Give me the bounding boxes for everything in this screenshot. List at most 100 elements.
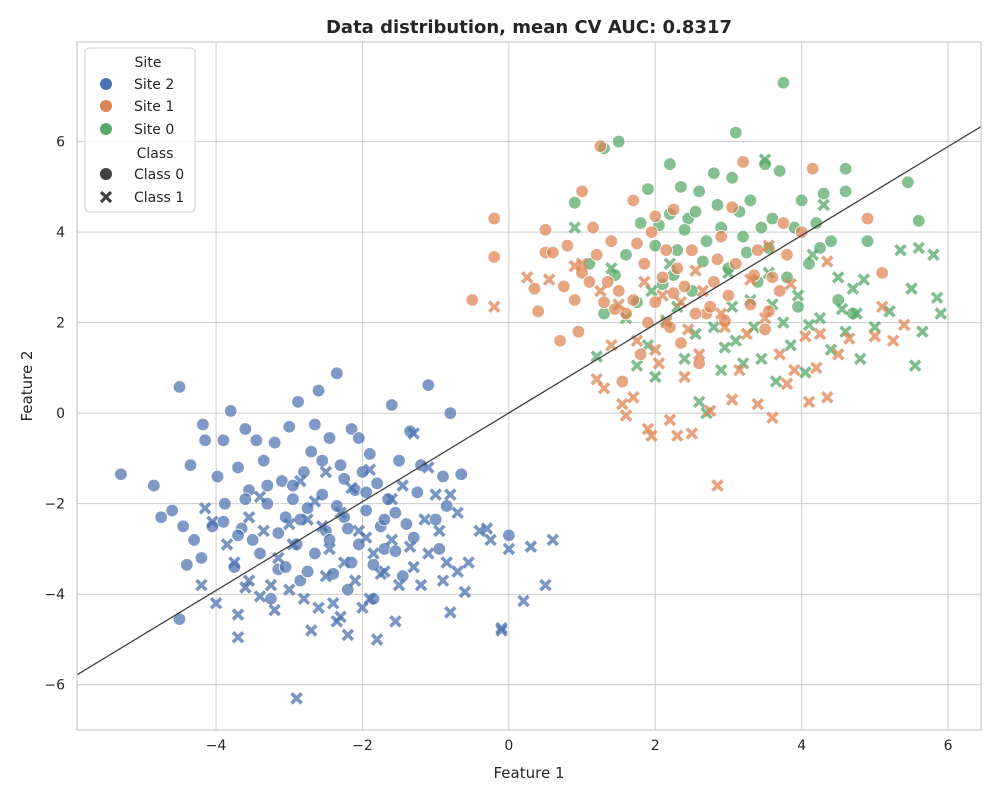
legend-class-0-marker — [100, 168, 112, 180]
point-site-1-class-1 — [714, 307, 728, 320]
point-site-0-class-1 — [707, 320, 721, 334]
point-site-0-class-0 — [901, 175, 915, 190]
point-site-1-class-1 — [619, 409, 633, 422]
point-site-2-class-0 — [231, 460, 245, 475]
point-site-1-class-1 — [744, 273, 757, 286]
point-site-1-class-1 — [773, 348, 786, 361]
point-site-2-class-0 — [315, 453, 329, 468]
point-site-2-class-0 — [436, 469, 450, 484]
point-site-2-class-0 — [260, 478, 275, 493]
point-site-0-class-1 — [755, 352, 768, 366]
point-site-1-class-0 — [762, 304, 776, 319]
point-site-1-class-0 — [527, 281, 542, 296]
point-site-2-class-1 — [444, 606, 457, 619]
point-site-2-class-0 — [385, 398, 399, 412]
y-tick-label: 4 — [56, 225, 65, 241]
point-site-2-class-1 — [326, 596, 340, 610]
point-site-1-class-0 — [674, 336, 688, 350]
legend-class-1-marker — [99, 190, 113, 204]
point-site-0-class-1 — [630, 359, 644, 372]
point-site-1-class-0 — [729, 257, 743, 271]
point-site-2-class-1 — [403, 540, 417, 553]
point-site-1-class-1 — [740, 327, 754, 341]
point-site-2-class-0 — [439, 499, 454, 513]
y-tick-label: 0 — [56, 406, 65, 422]
point-site-0-class-0 — [729, 125, 743, 140]
point-site-1-class-0 — [611, 284, 626, 298]
point-site-1-class-1 — [645, 429, 658, 443]
point-site-1-class-0 — [553, 334, 567, 348]
point-site-1-class-0 — [465, 293, 479, 307]
point-site-2-class-1 — [257, 524, 270, 538]
point-site-2-class-1 — [348, 574, 362, 587]
point-site-0-class-1 — [722, 266, 735, 280]
point-site-2-class-0 — [366, 558, 381, 572]
point-site-0-class-1 — [784, 338, 797, 352]
point-site-1-class-1 — [821, 391, 834, 404]
point-site-2-class-1 — [253, 490, 267, 504]
point-site-2-class-1 — [264, 578, 278, 592]
point-site-0-class-1 — [817, 198, 830, 212]
point-site-2-class-0 — [194, 551, 209, 565]
point-site-1-class-0 — [575, 184, 589, 199]
point-site-1-class-0 — [776, 216, 791, 230]
legend: Site Site 2 Site 1 Site 0 Class Class 0 … — [84, 47, 196, 213]
point-site-2-class-0 — [293, 573, 307, 588]
point-site-1-class-0 — [666, 202, 681, 217]
point-site-1-class-1 — [897, 318, 911, 332]
point-site-2-class-1 — [389, 615, 402, 628]
point-site-2-class-0 — [267, 435, 282, 450]
point-site-2-class-1 — [385, 533, 399, 547]
point-site-0-class-1 — [905, 282, 918, 295]
point-site-2-class-0 — [421, 378, 436, 392]
point-site-0-class-0 — [780, 270, 794, 285]
point-site-1-class-1 — [542, 273, 556, 286]
point-site-0-class-1 — [678, 352, 691, 366]
x-tick-label: 4 — [797, 738, 806, 754]
point-site-0-class-1 — [736, 357, 750, 370]
point-site-1-class-0 — [765, 270, 780, 285]
point-site-1-class-1 — [520, 271, 534, 284]
point-site-2-class-0 — [176, 519, 190, 534]
point-site-2-class-0 — [286, 478, 300, 493]
point-site-1-class-0 — [659, 243, 673, 257]
point-site-2-class-1 — [385, 492, 399, 506]
point-site-2-class-1 — [433, 524, 446, 538]
point-site-2-class-1 — [407, 560, 420, 574]
point-site-1-class-1 — [868, 329, 882, 343]
point-site-0-class-0 — [816, 186, 831, 201]
point-site-0-class-1 — [850, 307, 863, 320]
point-site-1-class-1 — [656, 289, 669, 302]
point-site-2-class-0 — [249, 433, 264, 448]
point-site-2-class-0 — [337, 472, 351, 486]
point-site-1-class-1 — [711, 479, 724, 492]
point-site-1-class-1 — [821, 255, 834, 268]
point-site-2-class-0 — [154, 510, 168, 524]
decision-boundary-line — [77, 126, 981, 676]
point-site-2-class-0 — [363, 447, 377, 461]
point-site-0-class-0 — [794, 193, 809, 208]
point-site-1-class-0 — [531, 304, 545, 319]
point-site-1-class-1 — [627, 391, 640, 404]
point-site-0-class-0 — [696, 254, 710, 269]
point-site-0-class-1 — [714, 363, 728, 377]
x-tick-label: 0 — [504, 738, 513, 754]
point-site-2-class-1 — [495, 621, 508, 635]
point-site-2-class-1 — [268, 603, 281, 617]
point-site-2-class-1 — [539, 578, 552, 592]
y-tick-label: 6 — [56, 135, 65, 151]
point-site-2-class-1 — [312, 601, 325, 615]
point-site-1-class-0 — [538, 223, 553, 237]
point-site-0-class-1 — [777, 316, 790, 329]
point-site-1-class-0 — [692, 356, 706, 371]
point-site-1-class-0 — [703, 300, 717, 314]
point-site-1-class-0 — [560, 238, 575, 253]
point-site-2-class-1 — [242, 574, 256, 587]
point-site-2-class-1 — [334, 506, 347, 520]
point-site-0-class-0 — [688, 205, 703, 219]
point-site-1-class-1 — [788, 363, 801, 377]
point-site-1-class-1 — [703, 404, 717, 418]
point-site-0-class-0 — [611, 134, 626, 149]
point-site-0-class-1 — [831, 271, 845, 284]
point-site-0-class-0 — [740, 245, 754, 260]
